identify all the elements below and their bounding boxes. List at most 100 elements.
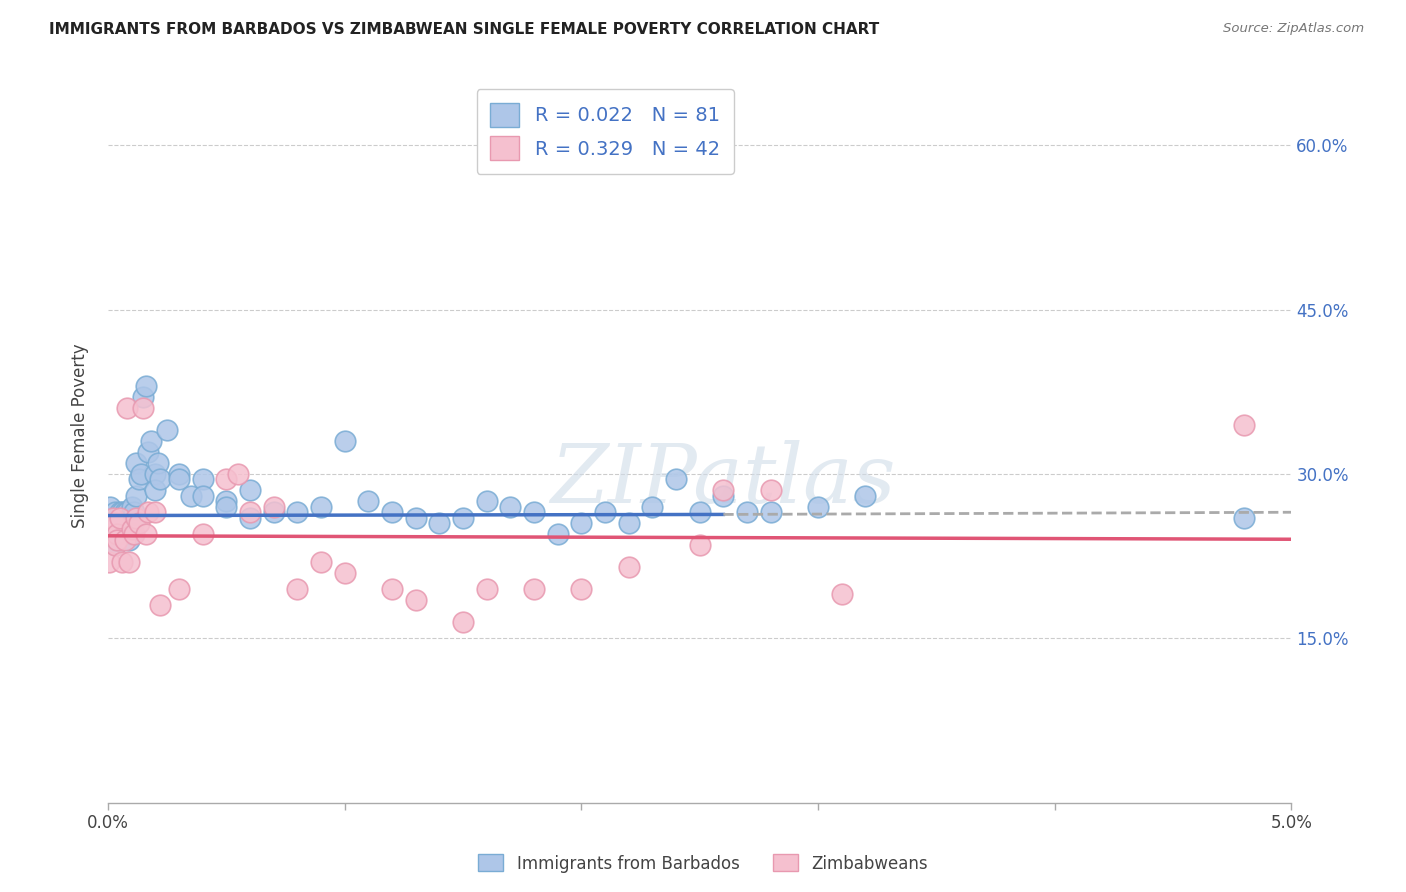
- Point: [689, 505, 711, 519]
- Point: [115, 505, 138, 519]
- Point: [108, 533, 131, 547]
- Point: [104, 538, 127, 552]
- Point: [98, 516, 121, 531]
- Point: [118, 555, 141, 569]
- Point: [239, 483, 262, 498]
- Point: [98, 555, 121, 569]
- Point: [107, 533, 129, 547]
- Point: [107, 516, 129, 531]
- Point: [713, 483, 735, 498]
- Point: [114, 505, 136, 519]
- Point: [191, 489, 214, 503]
- Point: [523, 582, 546, 596]
- Point: [104, 522, 127, 536]
- Point: [759, 505, 782, 519]
- Point: [114, 527, 136, 541]
- Point: [285, 582, 308, 596]
- Point: [215, 494, 238, 508]
- Point: [689, 538, 711, 552]
- Point: [191, 472, 214, 486]
- Point: [115, 401, 138, 416]
- Point: [855, 489, 877, 503]
- Point: [593, 505, 616, 519]
- Point: [111, 505, 134, 519]
- Point: [807, 500, 830, 514]
- Point: [104, 505, 127, 519]
- Point: [115, 527, 138, 541]
- Point: [617, 516, 640, 531]
- Point: [156, 423, 179, 437]
- Point: [713, 489, 735, 503]
- Text: Source: ZipAtlas.com: Source: ZipAtlas.com: [1223, 22, 1364, 36]
- Point: [475, 582, 498, 596]
- Point: [191, 527, 214, 541]
- Point: [98, 500, 121, 514]
- Point: [128, 472, 150, 486]
- Point: [132, 390, 155, 404]
- Point: [427, 516, 450, 531]
- Point: [135, 379, 157, 393]
- Point: [136, 505, 159, 519]
- Point: [98, 527, 121, 541]
- Text: IMMIGRANTS FROM BARBADOS VS ZIMBABWEAN SINGLE FEMALE POVERTY CORRELATION CHART: IMMIGRANTS FROM BARBADOS VS ZIMBABWEAN S…: [49, 22, 880, 37]
- Point: [167, 582, 190, 596]
- Point: [1233, 510, 1256, 524]
- Point: [129, 467, 152, 481]
- Point: [108, 510, 131, 524]
- Point: [405, 593, 427, 607]
- Point: [104, 538, 127, 552]
- Point: [263, 505, 285, 519]
- Text: ZIPatlas: ZIPatlas: [551, 440, 896, 520]
- Point: [111, 555, 134, 569]
- Point: [309, 555, 332, 569]
- Point: [143, 467, 166, 481]
- Legend: Immigrants from Barbados, Zimbabweans: Immigrants from Barbados, Zimbabweans: [471, 847, 935, 880]
- Point: [121, 522, 143, 536]
- Point: [135, 527, 157, 541]
- Point: [108, 505, 131, 519]
- Point: [735, 505, 758, 519]
- Point: [149, 599, 172, 613]
- Point: [665, 472, 688, 486]
- Point: [143, 483, 166, 498]
- Point: [107, 533, 129, 547]
- Point: [180, 489, 202, 503]
- Point: [114, 516, 136, 531]
- Point: [125, 489, 148, 503]
- Point: [122, 527, 145, 541]
- Point: [118, 533, 141, 547]
- Point: [226, 467, 249, 481]
- Point: [759, 483, 782, 498]
- Point: [263, 500, 285, 514]
- Point: [523, 505, 546, 519]
- Point: [139, 434, 162, 448]
- Point: [122, 505, 145, 519]
- Point: [475, 494, 498, 508]
- Point: [98, 510, 121, 524]
- Point: [128, 516, 150, 531]
- Point: [547, 527, 569, 541]
- Point: [617, 560, 640, 574]
- Point: [125, 510, 148, 524]
- Point: [132, 401, 155, 416]
- Point: [101, 533, 124, 547]
- Point: [333, 434, 356, 448]
- Point: [149, 472, 172, 486]
- Point: [121, 516, 143, 531]
- Y-axis label: Single Female Poverty: Single Female Poverty: [72, 343, 89, 528]
- Legend: R = 0.022   N = 81, R = 0.329   N = 42: R = 0.022 N = 81, R = 0.329 N = 42: [477, 89, 734, 174]
- Point: [101, 510, 124, 524]
- Point: [107, 510, 129, 524]
- Point: [107, 527, 129, 541]
- Point: [451, 510, 474, 524]
- Point: [143, 505, 166, 519]
- Point: [104, 510, 127, 524]
- Point: [333, 566, 356, 580]
- Point: [108, 510, 131, 524]
- Point: [357, 494, 380, 508]
- Point: [167, 467, 190, 481]
- Point: [1233, 417, 1256, 432]
- Point: [309, 500, 332, 514]
- Point: [101, 516, 124, 531]
- Point: [107, 527, 129, 541]
